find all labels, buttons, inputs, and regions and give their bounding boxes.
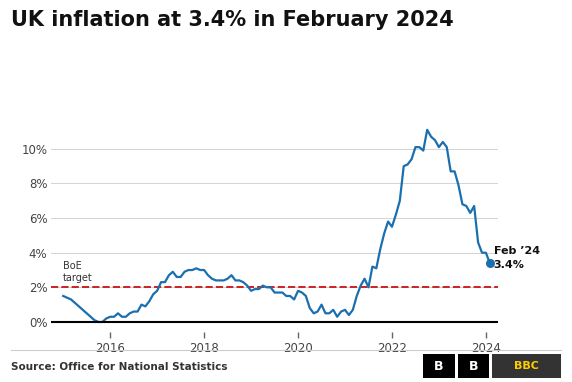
Text: Feb ’24
3.4%: Feb ’24 3.4% xyxy=(494,246,540,270)
Text: BBC: BBC xyxy=(514,361,539,371)
Text: B: B xyxy=(434,360,444,373)
Text: Source: Office for National Statistics: Source: Office for National Statistics xyxy=(11,362,228,372)
Text: UK inflation at 3.4% in February 2024: UK inflation at 3.4% in February 2024 xyxy=(11,10,454,29)
Text: BoE
target: BoE target xyxy=(63,261,93,283)
Text: B: B xyxy=(468,360,478,373)
